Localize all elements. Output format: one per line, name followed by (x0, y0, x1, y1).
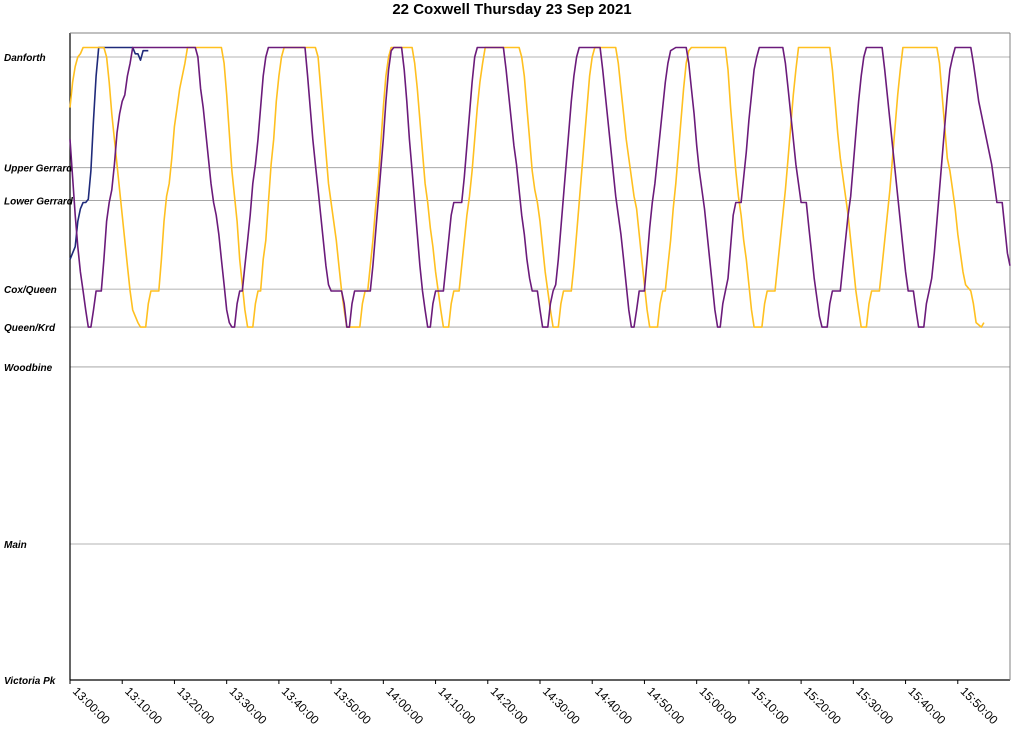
x-tick-label: 14:40:00 (592, 684, 635, 727)
x-tick-label: 14:00:00 (383, 684, 426, 727)
x-tick-label: 14:50:00 (644, 684, 687, 727)
x-tick-label: 15:30:00 (853, 684, 896, 727)
x-tick-label: 13:00:00 (70, 684, 113, 727)
x-tick-label: 13:10:00 (122, 684, 165, 727)
series-line-1 (69, 46, 149, 260)
x-tick-label: 15:50:00 (958, 684, 1001, 727)
series-line-2 (69, 46, 985, 328)
series-line-3 (69, 46, 1011, 328)
stop-label: Queen/Krd (4, 323, 56, 334)
stop-label: Cox/Queen (4, 285, 57, 296)
x-tick-label: 13:30:00 (227, 684, 270, 727)
x-tick-label: 15:00:00 (697, 684, 740, 727)
x-tick-label: 15:20:00 (801, 684, 844, 727)
x-tick-label: 14:10:00 (435, 684, 478, 727)
x-tick-label: 14:30:00 (540, 684, 583, 727)
x-tick-label: 13:50:00 (331, 684, 374, 727)
stop-label: Victoria Pk (4, 676, 56, 687)
x-tick-label: 13:40:00 (279, 684, 322, 727)
stop-label: Upper Gerrard (4, 164, 73, 175)
stop-label: Woodbine (4, 363, 53, 374)
x-tick-label: 13:20:00 (174, 684, 217, 727)
stop-label: Danforth (4, 53, 46, 64)
stop-label: Lower Gerrard (4, 197, 74, 208)
stop-label: Main (4, 540, 27, 551)
x-tick-label: 15:10:00 (749, 684, 792, 727)
chart-title: 22 Coxwell Thursday 23 Sep 2021 (392, 1, 632, 18)
x-tick-label: 14:20:00 (488, 684, 531, 727)
x-tick-label: 15:40:00 (905, 684, 948, 727)
